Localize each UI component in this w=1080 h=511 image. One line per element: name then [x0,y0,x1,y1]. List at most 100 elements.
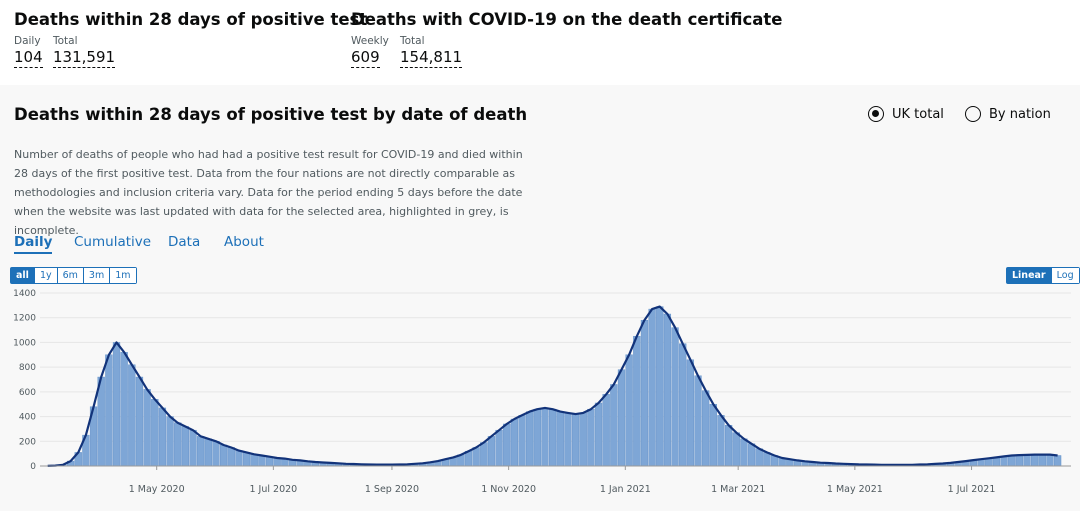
bar [679,343,687,467]
metric-value[interactable]: 609 [351,48,380,68]
bar [541,407,549,467]
headline-title: Deaths within 28 days of positive test [14,10,368,29]
y-tick-label: 200 [19,437,36,447]
bar [158,407,167,467]
x-tick-label: 1 May 2021 [827,484,883,495]
y-tick-label: 400 [19,413,36,423]
bar [633,336,641,467]
bar [1015,454,1023,467]
x-tick-label: 1 Mar 2021 [711,484,765,495]
range-button[interactable]: 1m [110,268,136,283]
bar [258,455,266,467]
bar [510,418,519,467]
bar [549,408,557,467]
bar [694,375,702,467]
bar [610,384,618,467]
radio-label: UK total [892,106,944,122]
bar [671,327,679,467]
bar [740,438,748,467]
bar [747,443,756,467]
bar [105,354,113,467]
y-tick-label: 1000 [13,338,36,348]
x-tick-label: 1 May 2020 [129,484,185,495]
bar [717,415,725,467]
metric-label: Daily [14,35,41,47]
bar [1046,454,1054,467]
y-tick-label: 800 [19,363,36,373]
bar [503,423,511,467]
bar [1008,455,1016,467]
bar [625,354,633,467]
bar [480,442,488,467]
bar [204,438,212,467]
tab[interactable]: About [224,234,264,250]
bar [663,313,672,467]
radio-label: By nation [989,106,1051,122]
bar [1023,454,1031,467]
bar [617,369,626,467]
y-tick-label: 600 [19,388,36,398]
bar [526,411,534,467]
metric-label: Weekly [351,35,389,47]
range-button[interactable]: all [11,268,35,283]
x-tick-label: 1 Nov 2020 [481,484,536,495]
scale-button[interactable]: Linear [1007,268,1052,283]
bar [602,394,610,467]
bar [1038,454,1046,467]
scale-button[interactable]: Log [1051,268,1079,283]
metric-label: Total [400,35,425,47]
radio-option[interactable]: UK total [868,106,944,122]
bar [181,426,189,467]
range-button[interactable]: 3m [83,268,111,283]
y-tick-label: 1400 [13,289,36,299]
bar [755,448,763,467]
range-button[interactable]: 1y [34,268,58,283]
bar [571,413,580,467]
bar [724,425,733,467]
bar [495,429,503,467]
range-button[interactable]: 6m [57,268,84,283]
bar [732,432,740,467]
bar [656,306,664,467]
bar [648,308,656,467]
metric-value[interactable]: 131,591 [53,48,116,68]
tab[interactable]: Daily [14,234,53,254]
bar [640,319,649,467]
bar [594,402,603,467]
radio-circle [868,106,884,122]
metric-label: Total [53,35,78,47]
metric-value[interactable]: 104 [14,48,43,68]
bar [112,342,121,467]
bar [227,447,235,467]
bar [564,412,572,467]
bar [686,359,694,467]
bar [143,389,151,467]
bar [556,411,564,467]
radio-circle [965,106,981,122]
tab[interactable]: Data [168,234,201,250]
bar [166,416,174,467]
tab[interactable]: Cumulative [74,234,152,250]
description: Number of deaths of people who had had a… [14,148,523,237]
bar [212,441,220,467]
bar [1053,455,1062,467]
x-tick-label: 1 Jul 2020 [249,484,297,495]
x-tick-label: 1 Jan 2021 [600,484,651,495]
bar [579,412,587,467]
range-buttons: all 1y 6m 3m 1m [10,267,137,284]
y-tick-label: 0 [30,462,36,472]
bar [174,422,182,467]
bar [235,450,243,467]
radio-option[interactable]: By nation [965,106,1051,122]
metric-value[interactable]: 154,811 [400,48,463,68]
scale-buttons: Linear Log [1006,267,1080,284]
average-line [47,305,1058,467]
bar [189,429,197,467]
y-tick-label: 1200 [13,314,36,324]
headline-title: Deaths with COVID-19 on the death certif… [351,10,783,29]
bar [250,454,258,467]
bar [242,452,251,467]
bar [709,404,717,467]
